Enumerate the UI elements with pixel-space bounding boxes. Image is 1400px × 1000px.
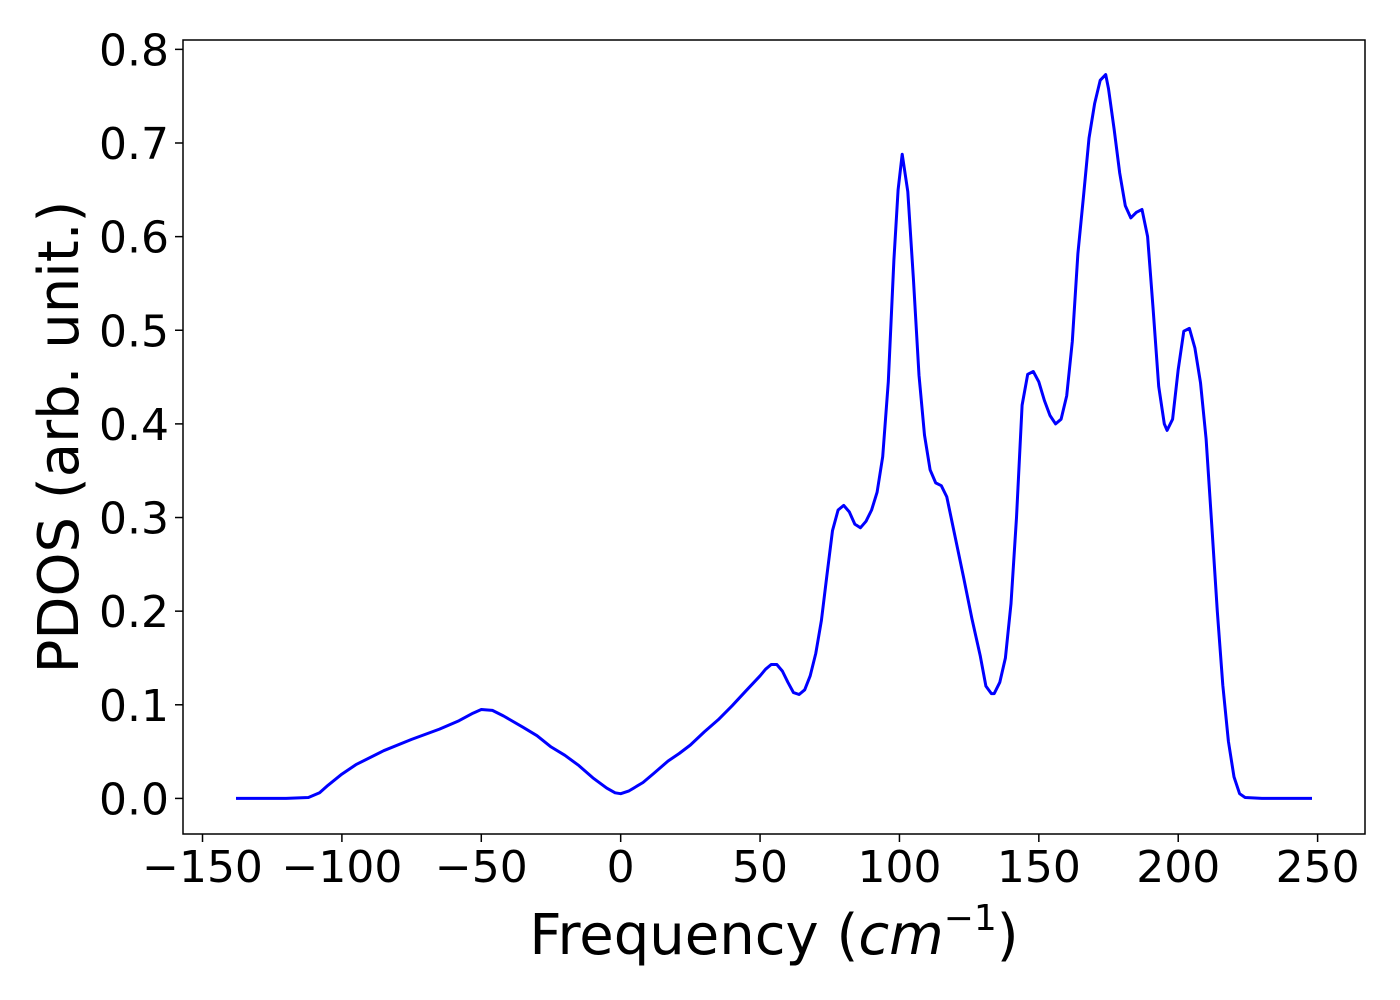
x-tick-label: −100 bbox=[281, 842, 402, 893]
y-tick-label: 0.7 bbox=[99, 119, 169, 170]
y-tick-label: 0.4 bbox=[99, 400, 169, 451]
plot-frame bbox=[182, 39, 1366, 835]
y-axis-ticks: 0.0 0.1 0.2 0.3 0.4 0.5 0.6 0.7 0.8 bbox=[99, 25, 183, 825]
x-tick-label: −50 bbox=[435, 842, 528, 893]
y-tick-label: 0.3 bbox=[99, 494, 169, 545]
x-axis-label: Frequency (cm−1) bbox=[529, 898, 1018, 968]
y-tick-label: 0.0 bbox=[99, 774, 169, 825]
series-line-0 bbox=[236, 73, 1312, 800]
x-axis-label-unit: cm bbox=[858, 903, 943, 968]
y-axis-label: PDOS (arb. unit.) bbox=[27, 201, 92, 674]
x-tick-label: −150 bbox=[142, 842, 263, 893]
x-tick-label: 100 bbox=[857, 842, 941, 893]
x-tick-label: 250 bbox=[1276, 842, 1360, 893]
y-tick-label: 0.6 bbox=[99, 213, 169, 264]
x-axis-ticks: −150 −100 −50 0 50 100 150 200 250 bbox=[142, 834, 1360, 893]
y-tick-label: 0.5 bbox=[99, 306, 169, 357]
x-axis-label-close: ) bbox=[997, 903, 1019, 968]
series-layer bbox=[236, 73, 1312, 800]
y-tick-label: 0.2 bbox=[99, 587, 169, 638]
x-tick-label: 50 bbox=[732, 842, 788, 893]
y-tick-label: 0.8 bbox=[99, 25, 169, 76]
x-tick-label: 200 bbox=[1136, 842, 1220, 893]
y-tick-label: 0.1 bbox=[99, 681, 169, 732]
x-tick-label: 0 bbox=[607, 842, 635, 893]
x-tick-label: 150 bbox=[997, 842, 1081, 893]
plot-background bbox=[183, 40, 1365, 834]
x-axis-label-exponent: −1 bbox=[944, 898, 997, 939]
